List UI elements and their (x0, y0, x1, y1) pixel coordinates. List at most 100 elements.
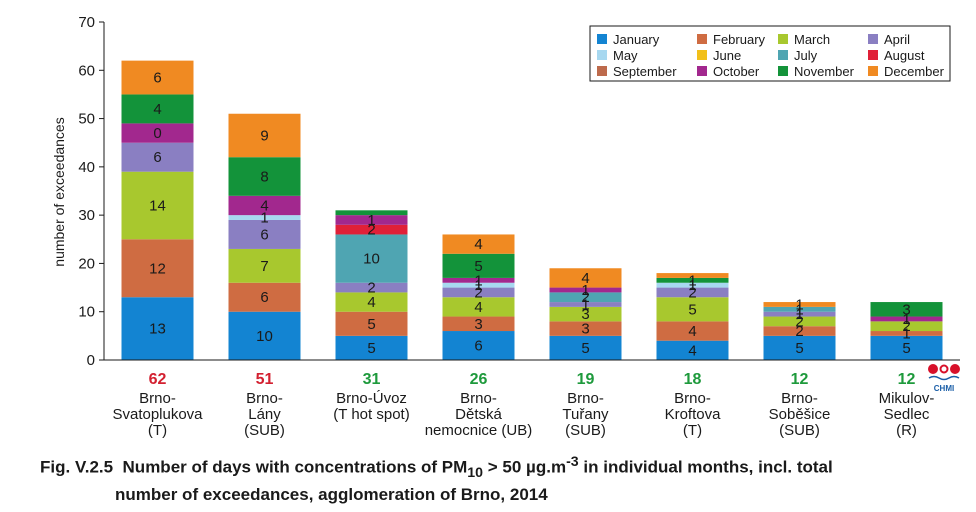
bar-segment (763, 335, 836, 360)
category-label: nemocnice (UB) (425, 422, 533, 439)
caption-line-2: number of exceedances, agglomeration of … (115, 485, 548, 505)
total-labels: 62 51 31 26 19 18 12 12 (149, 371, 916, 388)
segment-label: 1 (474, 277, 482, 294)
total-label: 62 (149, 371, 167, 388)
y-tick-label: 20 (78, 255, 95, 272)
total-label: 26 (470, 371, 488, 388)
bar-segment (549, 287, 622, 293)
category-label: Brno- (139, 390, 176, 407)
segment-label: 1 (474, 272, 482, 289)
legend-swatch (697, 66, 707, 76)
segment-label: 5 (581, 340, 589, 357)
bar-segment (442, 282, 515, 288)
category-label: (SUB) (565, 422, 606, 439)
legend-swatch (597, 50, 607, 60)
total-label: 12 (898, 371, 916, 388)
bar-segment (549, 302, 622, 307)
category-label: (T hot spot) (333, 406, 409, 423)
segment-label: 4 (474, 299, 482, 316)
category-label: Brno- (674, 390, 711, 407)
bar-segment (228, 311, 301, 360)
segment-label: 1 (581, 282, 589, 299)
category-label: Kroftova (665, 406, 722, 423)
caption-text-mid: > 50 µg.m (483, 457, 567, 477)
category-label: Mikulov- (879, 390, 935, 407)
bar-segment (656, 297, 729, 322)
segment-label: 3 (581, 321, 589, 338)
bar-segment (870, 302, 943, 317)
y-axis-label: number of exceedances (51, 117, 67, 266)
bar-segment (656, 321, 729, 341)
segment-label: 6 (153, 149, 161, 166)
segment-label: 8 (260, 169, 268, 186)
y-tick-label: 30 (78, 207, 95, 224)
segment-label: 1 (688, 277, 696, 294)
y-tick-label: 60 (78, 62, 95, 79)
bar-segment (442, 331, 515, 360)
legend-label: September (613, 64, 677, 79)
total-label: 18 (684, 371, 702, 388)
segment-label: 4 (260, 197, 268, 214)
legend-label: July (794, 48, 818, 63)
bar-segment (442, 287, 515, 298)
bar-segment (121, 239, 194, 298)
bar-segment (335, 335, 408, 360)
segment-label: 1 (581, 296, 589, 313)
segment-label: 5 (688, 301, 696, 318)
segment-label: 1 (902, 311, 910, 328)
segment-label: 0 (153, 125, 161, 142)
bar-segment (335, 215, 408, 225)
category-label: Brno- (781, 390, 818, 407)
segment-label: 1 (367, 212, 375, 229)
legend-label: May (613, 48, 638, 63)
bar-segment (121, 171, 194, 240)
segment-label: 6 (260, 226, 268, 243)
category-label: Lány (248, 406, 281, 423)
logo-dot-1 (928, 364, 938, 374)
segment-label: 1 (795, 296, 803, 313)
segment-label: 1 (902, 325, 910, 342)
segment-label: 4 (153, 101, 161, 118)
bar-segment (763, 302, 836, 307)
bar-segment (121, 142, 194, 172)
bar-segment (763, 316, 836, 327)
bar-segment (335, 292, 408, 312)
segment-label: 1 (688, 272, 696, 289)
category-label: Brno- (567, 390, 604, 407)
bar-segment (549, 335, 622, 360)
category-label: Dětská (455, 406, 502, 423)
segment-label: 5 (367, 340, 375, 357)
segment-label: 1 (795, 301, 803, 318)
y-tick-label: 10 (78, 304, 95, 321)
segment-label: 5 (474, 258, 482, 275)
legend-label: January (613, 32, 660, 47)
category-label: Sedlec (884, 406, 930, 423)
segment-label: 4 (367, 294, 375, 311)
legend-box (589, 25, 951, 82)
bar-segment (549, 321, 622, 336)
bar-segment (335, 282, 408, 293)
category-label: Tuřany (562, 406, 609, 423)
category-label: Soběšice (769, 406, 831, 423)
bar-segment (121, 60, 194, 95)
caption-text-before: Number of days with concentrations of PM (122, 457, 468, 477)
segment-label: 2 (795, 313, 803, 330)
segment-label: 6 (474, 338, 482, 355)
bar-segment (228, 157, 301, 196)
legend-swatch (778, 66, 788, 76)
legend-swatch (597, 66, 607, 76)
legend-swatch (597, 34, 607, 44)
bar-segment (763, 326, 836, 336)
segment-label: 9 (260, 127, 268, 144)
bar-segment (549, 268, 622, 288)
bar-segment (228, 219, 301, 249)
bar-segment (763, 306, 836, 312)
bar-segment (549, 306, 622, 322)
segment-label: 2 (474, 284, 482, 301)
bar-segment (228, 195, 301, 216)
y-tick-label: 0 (87, 352, 95, 369)
total-label: 31 (363, 371, 381, 388)
legend: January February March April May June July Augu… (589, 25, 951, 82)
legend-label: March (794, 32, 830, 47)
segment-label: 6 (260, 289, 268, 306)
